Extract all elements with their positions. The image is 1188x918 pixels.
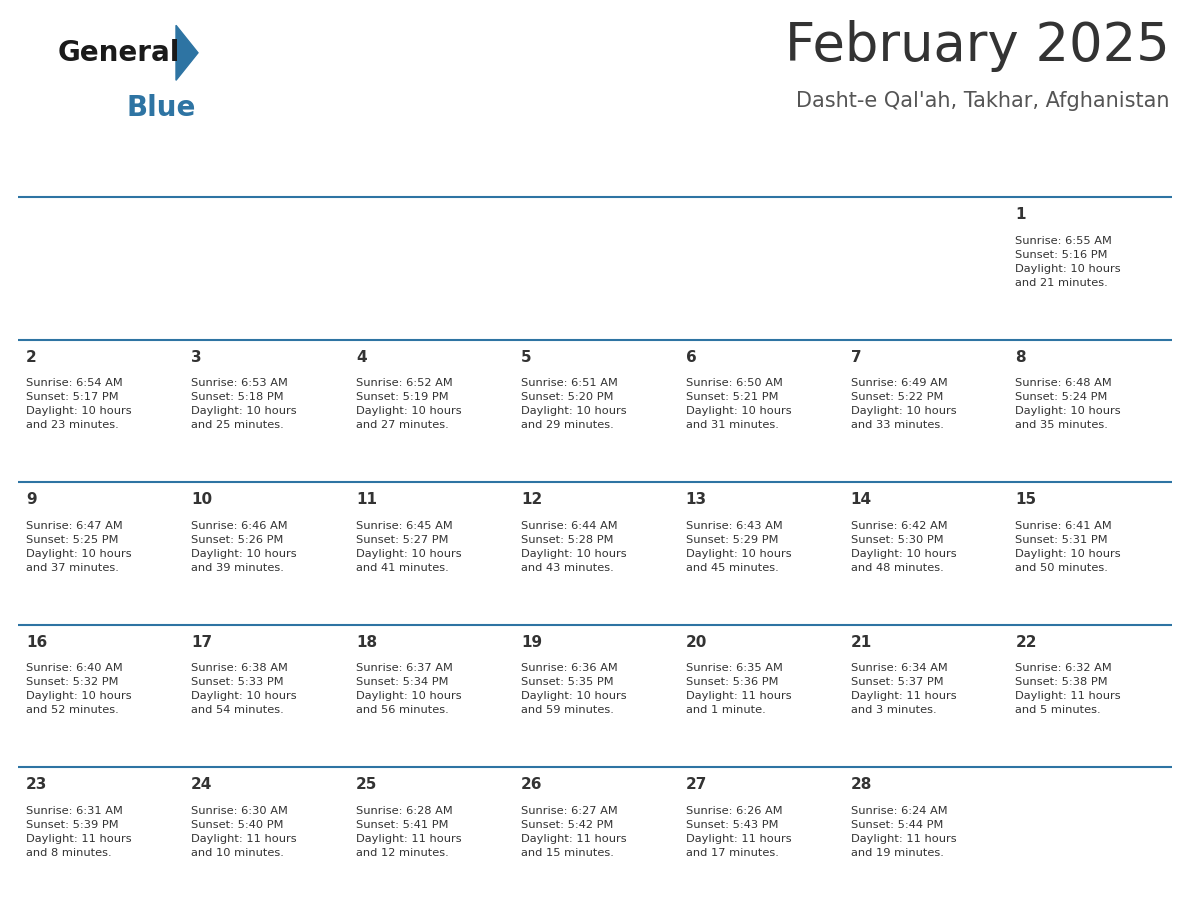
Text: Sunrise: 6:31 AM
Sunset: 5:39 PM
Daylight: 11 hours
and 8 minutes.: Sunrise: 6:31 AM Sunset: 5:39 PM Dayligh… [26, 806, 132, 858]
Text: 25: 25 [356, 778, 378, 792]
Text: 6: 6 [685, 350, 696, 364]
Text: 1: 1 [1016, 207, 1026, 222]
Text: Sunrise: 6:46 AM
Sunset: 5:26 PM
Daylight: 10 hours
and 39 minutes.: Sunrise: 6:46 AM Sunset: 5:26 PM Dayligh… [191, 521, 297, 573]
Text: 15: 15 [1016, 492, 1036, 507]
Text: Sunrise: 6:45 AM
Sunset: 5:27 PM
Daylight: 10 hours
and 41 minutes.: Sunrise: 6:45 AM Sunset: 5:27 PM Dayligh… [356, 521, 462, 573]
Text: Sunrise: 6:52 AM
Sunset: 5:19 PM
Daylight: 10 hours
and 27 minutes.: Sunrise: 6:52 AM Sunset: 5:19 PM Dayligh… [356, 378, 462, 431]
Text: Sunrise: 6:27 AM
Sunset: 5:42 PM
Daylight: 11 hours
and 15 minutes.: Sunrise: 6:27 AM Sunset: 5:42 PM Dayligh… [520, 806, 626, 858]
Text: Sunrise: 6:26 AM
Sunset: 5:43 PM
Daylight: 11 hours
and 17 minutes.: Sunrise: 6:26 AM Sunset: 5:43 PM Dayligh… [685, 806, 791, 858]
Text: 19: 19 [520, 634, 542, 650]
Text: 21: 21 [851, 634, 872, 650]
Text: Blue: Blue [126, 94, 196, 122]
Text: 8: 8 [1016, 350, 1026, 364]
Text: 27: 27 [685, 778, 707, 792]
Text: Friday: Friday [854, 169, 906, 184]
Text: 13: 13 [685, 492, 707, 507]
Text: Sunrise: 6:40 AM
Sunset: 5:32 PM
Daylight: 10 hours
and 52 minutes.: Sunrise: 6:40 AM Sunset: 5:32 PM Dayligh… [26, 664, 132, 715]
Text: 3: 3 [191, 350, 202, 364]
Text: 2: 2 [26, 350, 37, 364]
Text: Sunrise: 6:32 AM
Sunset: 5:38 PM
Daylight: 11 hours
and 5 minutes.: Sunrise: 6:32 AM Sunset: 5:38 PM Dayligh… [1016, 664, 1121, 715]
Text: 14: 14 [851, 492, 872, 507]
Text: Sunrise: 6:43 AM
Sunset: 5:29 PM
Daylight: 10 hours
and 45 minutes.: Sunrise: 6:43 AM Sunset: 5:29 PM Dayligh… [685, 521, 791, 573]
Text: 10: 10 [191, 492, 213, 507]
Text: General: General [58, 39, 181, 67]
Text: Sunrise: 6:54 AM
Sunset: 5:17 PM
Daylight: 10 hours
and 23 minutes.: Sunrise: 6:54 AM Sunset: 5:17 PM Dayligh… [26, 378, 132, 431]
Text: 20: 20 [685, 634, 707, 650]
Text: Sunrise: 6:28 AM
Sunset: 5:41 PM
Daylight: 11 hours
and 12 minutes.: Sunrise: 6:28 AM Sunset: 5:41 PM Dayligh… [356, 806, 462, 858]
Text: Sunrise: 6:30 AM
Sunset: 5:40 PM
Daylight: 11 hours
and 10 minutes.: Sunrise: 6:30 AM Sunset: 5:40 PM Dayligh… [191, 806, 297, 858]
Text: Sunrise: 6:38 AM
Sunset: 5:33 PM
Daylight: 10 hours
and 54 minutes.: Sunrise: 6:38 AM Sunset: 5:33 PM Dayligh… [191, 664, 297, 715]
Text: Sunrise: 6:24 AM
Sunset: 5:44 PM
Daylight: 11 hours
and 19 minutes.: Sunrise: 6:24 AM Sunset: 5:44 PM Dayligh… [851, 806, 956, 858]
Text: Sunrise: 6:51 AM
Sunset: 5:20 PM
Daylight: 10 hours
and 29 minutes.: Sunrise: 6:51 AM Sunset: 5:20 PM Dayligh… [520, 378, 626, 431]
Text: Sunrise: 6:48 AM
Sunset: 5:24 PM
Daylight: 10 hours
and 35 minutes.: Sunrise: 6:48 AM Sunset: 5:24 PM Dayligh… [1016, 378, 1121, 431]
Text: 9: 9 [26, 492, 37, 507]
Text: Sunrise: 6:36 AM
Sunset: 5:35 PM
Daylight: 10 hours
and 59 minutes.: Sunrise: 6:36 AM Sunset: 5:35 PM Dayligh… [520, 664, 626, 715]
Text: Sunrise: 6:37 AM
Sunset: 5:34 PM
Daylight: 10 hours
and 56 minutes.: Sunrise: 6:37 AM Sunset: 5:34 PM Dayligh… [356, 664, 462, 715]
Text: 11: 11 [356, 492, 377, 507]
Text: Sunday: Sunday [30, 169, 93, 184]
Text: Sunrise: 6:55 AM
Sunset: 5:16 PM
Daylight: 10 hours
and 21 minutes.: Sunrise: 6:55 AM Sunset: 5:16 PM Dayligh… [1016, 236, 1121, 287]
Text: Sunrise: 6:35 AM
Sunset: 5:36 PM
Daylight: 11 hours
and 1 minute.: Sunrise: 6:35 AM Sunset: 5:36 PM Dayligh… [685, 664, 791, 715]
Text: 7: 7 [851, 350, 861, 364]
Text: 26: 26 [520, 778, 542, 792]
Polygon shape [176, 26, 198, 80]
Text: Wednesday: Wednesday [524, 169, 623, 184]
Text: Tuesday: Tuesday [359, 169, 429, 184]
Text: 5: 5 [520, 350, 531, 364]
Text: 28: 28 [851, 778, 872, 792]
Text: Sunrise: 6:47 AM
Sunset: 5:25 PM
Daylight: 10 hours
and 37 minutes.: Sunrise: 6:47 AM Sunset: 5:25 PM Dayligh… [26, 521, 132, 573]
Text: 4: 4 [356, 350, 367, 364]
Text: 17: 17 [191, 634, 213, 650]
Text: Sunrise: 6:53 AM
Sunset: 5:18 PM
Daylight: 10 hours
and 25 minutes.: Sunrise: 6:53 AM Sunset: 5:18 PM Dayligh… [191, 378, 297, 431]
Text: Sunrise: 6:34 AM
Sunset: 5:37 PM
Daylight: 11 hours
and 3 minutes.: Sunrise: 6:34 AM Sunset: 5:37 PM Dayligh… [851, 664, 956, 715]
Text: 22: 22 [1016, 634, 1037, 650]
Text: Thursday: Thursday [689, 169, 769, 184]
Text: Saturday: Saturday [1018, 169, 1097, 184]
Text: Sunrise: 6:50 AM
Sunset: 5:21 PM
Daylight: 10 hours
and 31 minutes.: Sunrise: 6:50 AM Sunset: 5:21 PM Dayligh… [685, 378, 791, 431]
Text: Sunrise: 6:49 AM
Sunset: 5:22 PM
Daylight: 10 hours
and 33 minutes.: Sunrise: 6:49 AM Sunset: 5:22 PM Dayligh… [851, 378, 956, 431]
Text: February 2025: February 2025 [785, 20, 1170, 73]
Text: 23: 23 [26, 778, 48, 792]
Text: Dasht-e Qal'ah, Takhar, Afghanistan: Dasht-e Qal'ah, Takhar, Afghanistan [796, 91, 1170, 110]
Text: 18: 18 [356, 634, 377, 650]
Text: Sunrise: 6:42 AM
Sunset: 5:30 PM
Daylight: 10 hours
and 48 minutes.: Sunrise: 6:42 AM Sunset: 5:30 PM Dayligh… [851, 521, 956, 573]
Text: 24: 24 [191, 778, 213, 792]
Text: Sunrise: 6:44 AM
Sunset: 5:28 PM
Daylight: 10 hours
and 43 minutes.: Sunrise: 6:44 AM Sunset: 5:28 PM Dayligh… [520, 521, 626, 573]
Text: 16: 16 [26, 634, 48, 650]
Text: Sunrise: 6:41 AM
Sunset: 5:31 PM
Daylight: 10 hours
and 50 minutes.: Sunrise: 6:41 AM Sunset: 5:31 PM Dayligh… [1016, 521, 1121, 573]
Text: Monday: Monday [195, 169, 261, 184]
Text: 12: 12 [520, 492, 542, 507]
